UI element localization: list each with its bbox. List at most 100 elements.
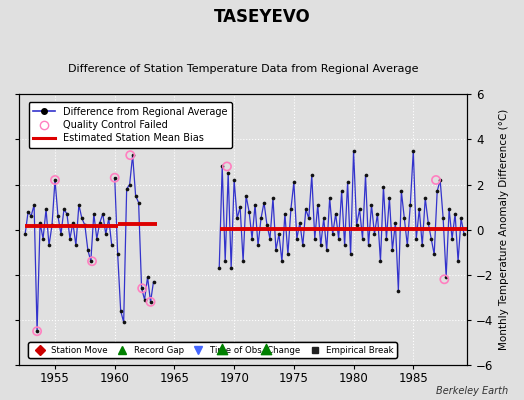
Y-axis label: Monthly Temperature Anomaly Difference (°C): Monthly Temperature Anomaly Difference (… xyxy=(499,109,509,350)
Point xyxy=(48,222,56,228)
Point xyxy=(262,346,270,352)
Point xyxy=(107,242,116,249)
Point xyxy=(93,236,101,242)
Point xyxy=(251,202,259,208)
Point xyxy=(69,220,77,226)
Point xyxy=(409,148,418,154)
Point xyxy=(293,236,301,242)
Point xyxy=(451,211,460,217)
Point xyxy=(442,274,450,280)
Point xyxy=(146,299,155,305)
Point xyxy=(260,199,268,206)
Point xyxy=(364,242,373,249)
Point xyxy=(78,215,86,222)
Point xyxy=(63,211,71,217)
Point xyxy=(272,247,280,253)
Point xyxy=(227,265,235,271)
Point xyxy=(119,319,128,325)
Point xyxy=(86,258,95,264)
Point xyxy=(266,236,274,242)
Point xyxy=(457,215,465,222)
Point xyxy=(138,285,146,292)
Point xyxy=(84,247,92,253)
Point xyxy=(334,236,343,242)
Point xyxy=(149,278,158,285)
Point xyxy=(27,213,35,219)
Point xyxy=(95,220,104,226)
Point xyxy=(304,215,313,222)
Point xyxy=(218,346,226,352)
Point xyxy=(394,287,402,294)
Point xyxy=(99,211,107,217)
Point xyxy=(299,242,307,249)
Point xyxy=(51,177,59,183)
Point xyxy=(221,258,230,264)
Point xyxy=(367,202,376,208)
Point xyxy=(248,236,256,242)
Point xyxy=(421,195,430,201)
Point xyxy=(382,236,390,242)
Point xyxy=(320,215,328,222)
Point xyxy=(281,211,289,217)
Point xyxy=(424,220,432,226)
Point xyxy=(257,215,265,222)
Point xyxy=(322,247,331,253)
Point xyxy=(236,204,244,210)
Point xyxy=(125,181,134,188)
Point xyxy=(75,202,83,208)
Point xyxy=(146,299,155,305)
Point xyxy=(325,195,334,201)
Point xyxy=(313,202,322,208)
Point xyxy=(132,192,140,199)
Point xyxy=(341,242,349,249)
Point xyxy=(316,242,325,249)
Point xyxy=(269,195,277,201)
Point xyxy=(439,215,447,222)
Point xyxy=(39,236,47,242)
Point xyxy=(88,258,96,264)
Point xyxy=(242,192,250,199)
Point xyxy=(116,308,125,314)
Point xyxy=(137,285,146,292)
Point xyxy=(332,211,340,217)
Point xyxy=(358,236,367,242)
Point xyxy=(215,265,223,271)
Point xyxy=(140,296,149,303)
Point xyxy=(66,236,74,242)
Point xyxy=(343,179,352,186)
Text: TASEYEVO: TASEYEVO xyxy=(214,8,310,26)
Point xyxy=(406,202,414,208)
Point xyxy=(391,220,400,226)
Point xyxy=(42,206,50,212)
Point xyxy=(224,170,232,176)
Point xyxy=(430,251,439,258)
Point xyxy=(308,172,316,179)
Point xyxy=(126,152,135,158)
Point xyxy=(448,236,456,242)
Point xyxy=(245,208,253,215)
Point xyxy=(90,211,98,217)
Point xyxy=(128,152,137,158)
Point xyxy=(72,242,80,249)
Point xyxy=(403,242,411,249)
Point xyxy=(33,328,41,334)
Point xyxy=(296,220,304,226)
Point xyxy=(350,148,358,154)
Point xyxy=(239,258,247,264)
Point xyxy=(283,251,292,258)
Point xyxy=(60,206,68,212)
Point xyxy=(45,242,53,249)
Point xyxy=(460,231,468,237)
Point xyxy=(385,195,394,201)
Point xyxy=(57,231,65,237)
Point xyxy=(278,258,286,264)
Point xyxy=(373,211,381,217)
Point xyxy=(388,247,397,253)
Point xyxy=(436,177,444,183)
Point xyxy=(412,236,420,242)
Point xyxy=(352,222,361,228)
Point xyxy=(432,177,440,183)
Point xyxy=(218,163,226,170)
Point xyxy=(111,174,119,181)
Point xyxy=(346,251,355,258)
